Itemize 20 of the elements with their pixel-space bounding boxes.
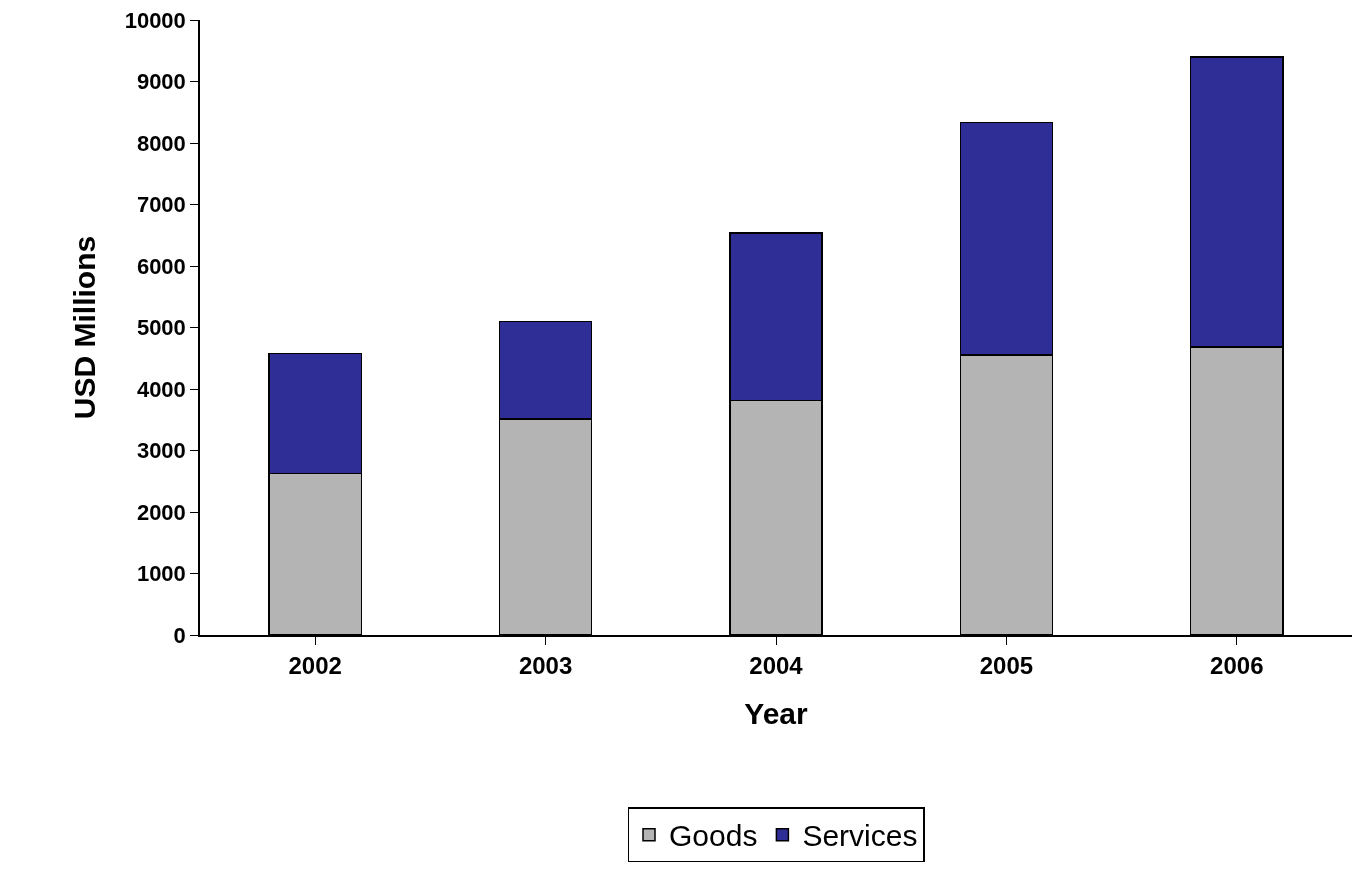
- y-tick-label: 3000: [136, 438, 186, 464]
- x-tick-label: 2003: [518, 651, 573, 679]
- x-tick-label: 2002: [288, 651, 342, 679]
- y-tick-label: 8000: [136, 130, 186, 156]
- x-tick-label: 2004: [749, 651, 804, 679]
- y-tick-label: 5000: [136, 315, 186, 341]
- x-tick-label: 2006: [1210, 651, 1264, 679]
- y-axis-title: USD Millions: [68, 235, 102, 420]
- legend-label: Goods: [669, 819, 758, 853]
- y-tick-label: 6000: [136, 253, 186, 279]
- y-tick-label: 9000: [136, 69, 186, 95]
- y-tick-label: 1000: [136, 561, 186, 587]
- y-tick-label: 10000: [124, 7, 186, 33]
- y-tick-label: 4000: [136, 376, 186, 402]
- y-tick-label: 2000: [136, 499, 186, 525]
- x-axis-title: Year: [744, 696, 809, 730]
- y-tick-label: 7000: [136, 192, 186, 218]
- legend-label: Services: [802, 819, 918, 853]
- x-tick-label: 2005: [979, 651, 1034, 679]
- y-tick-label: 0: [173, 622, 186, 648]
